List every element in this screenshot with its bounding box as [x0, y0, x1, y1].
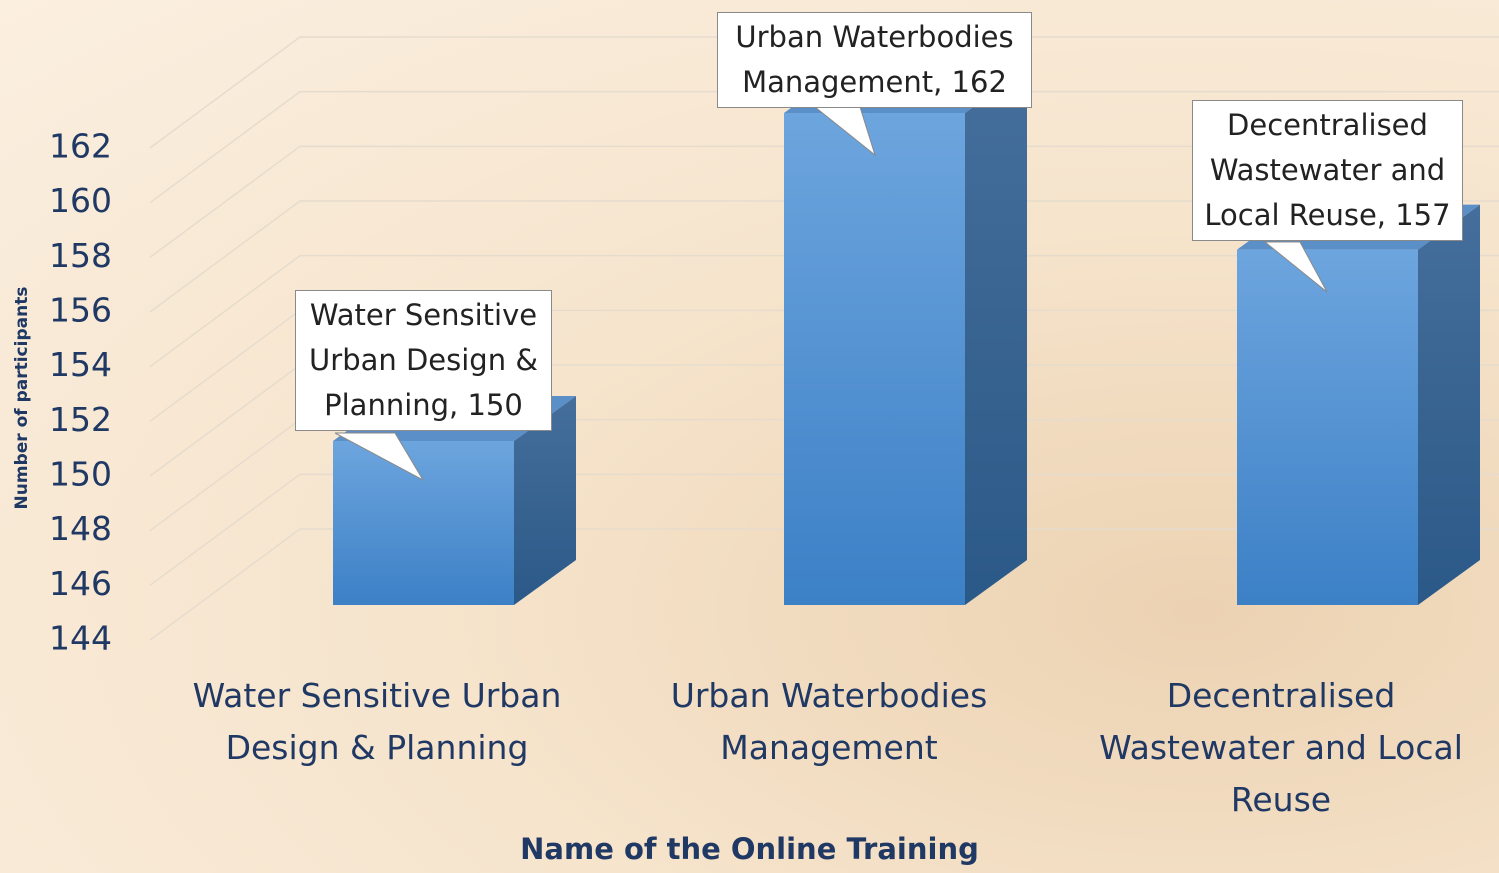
y-tick-label: 148: [49, 509, 112, 548]
y-tick-label: 154: [49, 345, 112, 384]
x-axis-title: Name of the Online Training: [0, 832, 1499, 866]
y-tick-label: 158: [49, 236, 112, 275]
x-tick-label: Decentralised Wastewater and Local Reuse: [1081, 670, 1481, 826]
bar-side: [1418, 205, 1480, 605]
y-tick-label: 144: [49, 619, 112, 658]
x-tick-label: Water Sensitive Urban Design & Planning: [177, 670, 577, 774]
bar: [1237, 205, 1480, 605]
y-tick-label: 162: [49, 127, 112, 166]
data-label: Water Sensitive Urban Design & Planning,…: [295, 290, 552, 431]
y-tick-label: 146: [49, 564, 112, 603]
bar-front: [1237, 250, 1418, 605]
bar-side: [965, 68, 1027, 605]
x-tick-label: Urban Waterbodies Management: [629, 670, 1029, 774]
chart: 144 146 148 150 152 154 156 158 160 162 Number of…: [0, 0, 1499, 873]
bar-front: [333, 441, 514, 605]
y-tick-label: 160: [49, 181, 112, 220]
y-tick-label: 152: [49, 400, 112, 439]
bar-front: [784, 113, 965, 605]
y-axis-title: Number of participants: [12, 287, 32, 510]
y-tick-label: 156: [49, 291, 112, 330]
y-tick-label: 150: [49, 455, 112, 494]
data-label: Decentralised Wastewater and Local Reuse…: [1192, 100, 1463, 241]
bar: [784, 68, 1027, 605]
data-label: Urban Waterbodies Management, 162: [717, 12, 1032, 108]
